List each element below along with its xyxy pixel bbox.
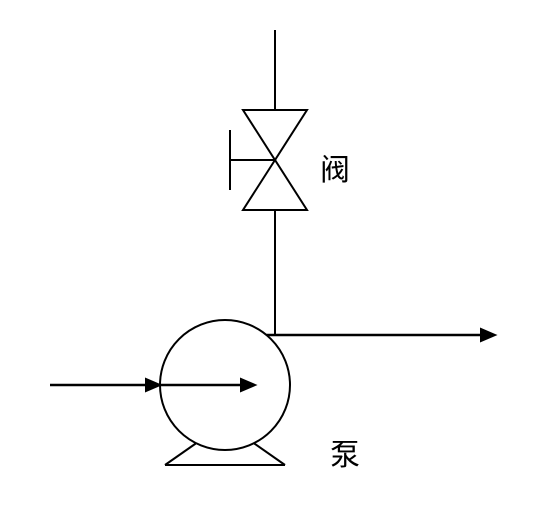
pump-label: 泵 (330, 430, 360, 474)
valve-label: 阀 (320, 145, 350, 189)
diagram-canvas (0, 0, 538, 531)
